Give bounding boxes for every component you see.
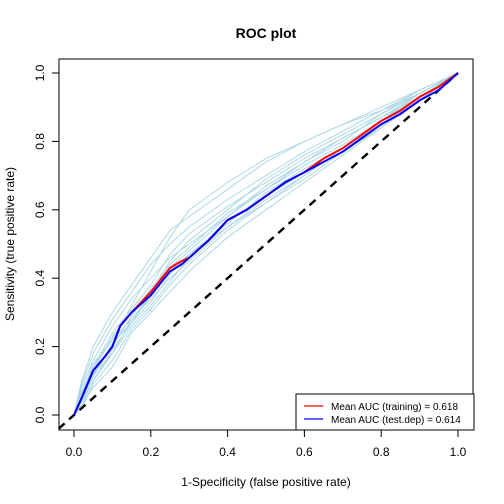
y-axis: 0.0 0.2 0.4 0.6 0.8 1.0 <box>33 64 60 423</box>
y-tick-label: 1.0 <box>33 64 47 81</box>
replicate-line-14 <box>73 72 459 416</box>
plot-frame <box>58 58 474 431</box>
y-tick-label: 0.4 <box>33 270 47 287</box>
reference-line <box>57 72 459 430</box>
replicate-line-12 <box>73 72 459 416</box>
replicate-line-4 <box>73 72 459 416</box>
x-tick-label: 0.2 <box>142 445 159 459</box>
y-axis-label: Sensitivity (true positive rate) <box>3 167 17 321</box>
test-roc-line <box>73 72 459 416</box>
legend-box <box>295 393 475 431</box>
legend-label-test: Mean AUC (test.dep) = 0.614 <box>331 415 461 426</box>
x-axis-label: 1-Specificity (false positive rate) <box>181 475 350 489</box>
x-tick-label: 1.0 <box>450 445 467 459</box>
y-tick-label: 0.2 <box>33 338 47 355</box>
x-tick-label: 0.4 <box>219 445 236 459</box>
chart-title: ROC plot <box>236 25 297 41</box>
y-tick-label: 0.0 <box>33 406 47 423</box>
y-tick-label: 0.6 <box>33 201 47 218</box>
x-tick-label: 0.8 <box>373 445 390 459</box>
legend: Mean AUC (training) = 0.618 Mean AUC (te… <box>295 393 475 431</box>
y-tick-label: 0.8 <box>33 133 47 150</box>
x-tick-label: 0.0 <box>66 445 83 459</box>
replicate-line-1 <box>73 72 459 416</box>
replicate-line-5 <box>73 72 459 416</box>
replicate-line-10 <box>73 72 459 416</box>
x-tick-label: 0.6 <box>296 445 313 459</box>
legend-label-training: Mean AUC (training) = 0.618 <box>331 402 458 413</box>
x-axis: 0.0 0.2 0.4 0.6 0.8 1.0 <box>66 429 467 459</box>
